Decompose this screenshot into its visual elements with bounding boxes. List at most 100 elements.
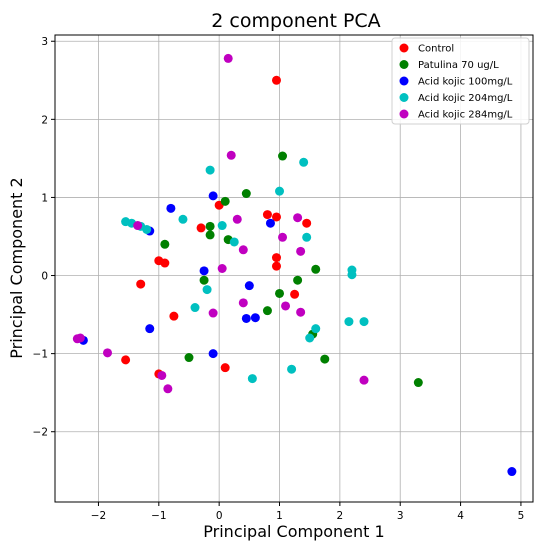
data-point — [217, 221, 227, 231]
data-point — [157, 370, 167, 380]
legend-items: Control Patulina 70 ug/L Acid kojic 100mg/… — [399, 43, 513, 121]
data-point — [244, 281, 254, 291]
data-point — [178, 214, 188, 224]
x-tick-label: 1 — [276, 510, 283, 522]
x-tick-label: 5 — [518, 510, 525, 522]
data-point — [72, 334, 82, 344]
data-point — [507, 467, 517, 477]
legend-label: Acid kojic 100mg/L — [418, 77, 513, 88]
chart-title: 2 component PCA — [211, 10, 380, 32]
data-point — [275, 186, 285, 196]
data-point — [163, 384, 173, 394]
data-point — [199, 275, 209, 285]
data-point — [290, 289, 300, 299]
data-point — [296, 307, 306, 317]
series-acid-kojic-100mg-l — [78, 191, 517, 477]
y-tick-label: 2 — [41, 114, 48, 126]
data-point — [287, 364, 297, 374]
data-point — [217, 264, 227, 273]
y-tick-label: −2 — [33, 427, 48, 439]
data-point — [359, 317, 369, 327]
data-point — [271, 253, 281, 263]
data-point — [208, 308, 218, 318]
data-point — [205, 230, 215, 240]
data-point — [241, 313, 251, 323]
data-point — [247, 374, 257, 384]
data-point — [320, 354, 330, 364]
legend-box — [391, 37, 530, 125]
legend-label: Control — [418, 44, 454, 55]
data-point — [226, 150, 236, 160]
data-point — [262, 210, 272, 220]
series-acid-kojic-204mg-l — [121, 157, 369, 384]
data-point — [199, 266, 209, 276]
data-point — [202, 285, 212, 295]
data-point — [133, 221, 143, 231]
data-point — [160, 239, 170, 249]
plot-frame — [54, 34, 534, 503]
x-tick-label: −1 — [151, 510, 166, 522]
data-point — [302, 218, 312, 228]
x-tick-label: 4 — [457, 510, 464, 522]
data-point — [262, 306, 272, 316]
series-control — [121, 75, 312, 379]
data-point — [241, 189, 251, 199]
legend-marker — [399, 93, 409, 102]
data-point — [250, 313, 260, 323]
data-point — [347, 270, 357, 280]
data-point — [220, 196, 230, 206]
data-point — [136, 279, 146, 289]
data-point — [205, 165, 215, 175]
data-point — [299, 157, 309, 167]
data-point — [311, 264, 321, 274]
data-point — [278, 232, 288, 242]
data-point — [184, 353, 194, 363]
data-point — [208, 349, 218, 359]
series-acid-kojic-284mg-l — [72, 53, 369, 394]
data-point — [344, 317, 354, 327]
y-tick-label: 3 — [41, 36, 48, 48]
data-point — [311, 324, 321, 334]
legend-marker — [399, 60, 409, 69]
data-point — [302, 232, 312, 242]
data-point — [142, 224, 152, 234]
legend-label: Acid kojic 204mg/L — [418, 93, 513, 104]
x-tick-label: 2 — [337, 510, 344, 522]
data-point — [190, 303, 200, 313]
data-point — [275, 288, 285, 298]
data-point — [196, 223, 206, 233]
data-point — [238, 245, 248, 255]
data-point — [271, 261, 281, 271]
data-point — [293, 213, 303, 223]
data-point — [271, 75, 281, 85]
data-point — [166, 203, 176, 213]
y-tick-label: 1 — [41, 192, 48, 204]
data-point — [169, 311, 179, 321]
y-axis-label: Principal Component 2 — [7, 177, 26, 358]
x-tick-label: 3 — [397, 510, 404, 522]
data-point — [271, 212, 281, 222]
legend: Control Patulina 70 ug/L Acid kojic 100mg/… — [391, 37, 530, 125]
data-point — [223, 53, 233, 63]
x-tick-label: −2 — [91, 510, 106, 522]
data-point — [413, 378, 423, 388]
series-patulina-70-ug-l — [160, 151, 423, 388]
data-point — [160, 258, 170, 268]
data-point — [232, 214, 242, 224]
legend-label: Patulina 70 ug/L — [418, 60, 499, 71]
x-tick-label: 0 — [216, 510, 223, 522]
data-point — [220, 363, 230, 373]
y-tick-label: 0 — [41, 271, 48, 283]
data-point — [293, 275, 303, 285]
x-axis-label: Principal Component 1 — [203, 522, 384, 541]
legend-label: Acid kojic 284mg/L — [418, 110, 513, 121]
data-point — [229, 237, 239, 247]
data-point — [296, 246, 306, 256]
x-tick-layer: −2 −1 0 1 2 3 4 5 — [91, 502, 525, 522]
data-point — [281, 301, 291, 311]
y-tick-label: −1 — [33, 349, 48, 361]
legend-marker — [399, 43, 409, 53]
data-point — [305, 333, 315, 343]
data-point — [265, 218, 275, 228]
